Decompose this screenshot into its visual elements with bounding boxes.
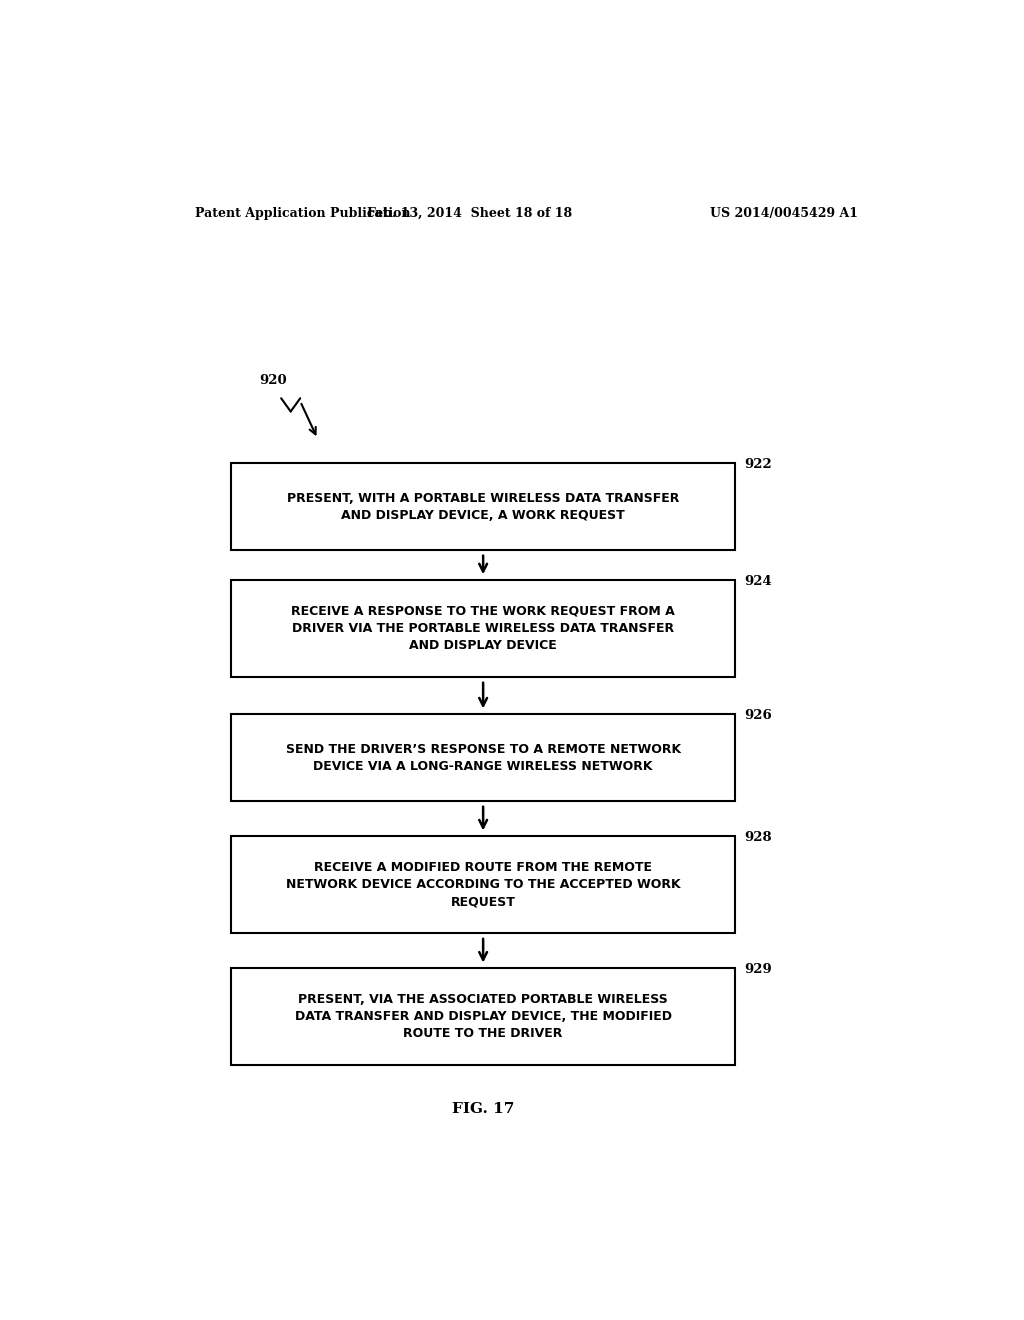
Text: RECEIVE A MODIFIED ROUTE FROM THE REMOTE
NETWORK DEVICE ACCORDING TO THE ACCEPTE: RECEIVE A MODIFIED ROUTE FROM THE REMOTE… [286,861,681,908]
Text: RECEIVE A RESPONSE TO THE WORK REQUEST FROM A
DRIVER VIA THE PORTABLE WIRELESS D: RECEIVE A RESPONSE TO THE WORK REQUEST F… [291,605,675,652]
Text: 929: 929 [744,964,772,977]
Bar [231,837,735,933]
Text: SEND THE DRIVER’S RESPONSE TO A REMOTE NETWORK
DEVICE VIA A LONG-RANGE WIRELESS : SEND THE DRIVER’S RESPONSE TO A REMOTE N… [286,743,681,772]
Text: 924: 924 [744,576,772,589]
Bar [231,714,735,801]
Text: 922: 922 [744,458,772,471]
Bar [231,581,735,677]
Text: Patent Application Publication: Patent Application Publication [196,207,411,220]
Text: 926: 926 [744,709,772,722]
Text: 920: 920 [259,374,287,387]
Text: Feb. 13, 2014  Sheet 18 of 18: Feb. 13, 2014 Sheet 18 of 18 [367,207,571,220]
Text: 928: 928 [744,832,772,845]
Bar [231,463,735,549]
Text: FIG. 17: FIG. 17 [452,1102,514,1115]
Bar [231,969,735,1065]
Text: US 2014/0045429 A1: US 2014/0045429 A1 [710,207,858,220]
Text: PRESENT, VIA THE ASSOCIATED PORTABLE WIRELESS
DATA TRANSFER AND DISPLAY DEVICE, : PRESENT, VIA THE ASSOCIATED PORTABLE WIR… [295,993,672,1040]
Text: PRESENT, WITH A PORTABLE WIRELESS DATA TRANSFER
AND DISPLAY DEVICE, A WORK REQUE: PRESENT, WITH A PORTABLE WIRELESS DATA T… [287,491,679,521]
